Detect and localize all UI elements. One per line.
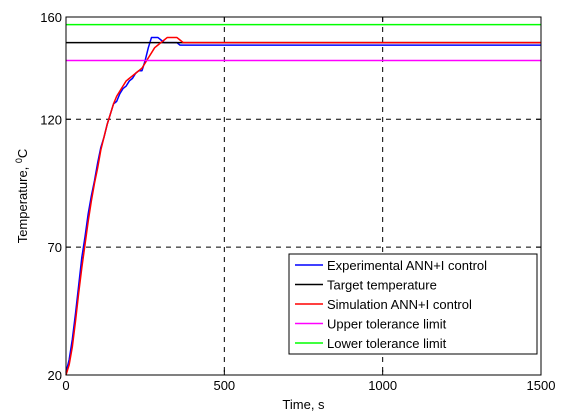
- plot-frame: [65, 16, 542, 376]
- x-axis-label: Time, s: [282, 397, 325, 411]
- y-axis-label-prefix: Temperature,: [15, 163, 30, 243]
- y-tick-label: 70: [48, 240, 62, 255]
- legend-label: Simulation ANN+I control: [327, 297, 472, 312]
- x-tick-label: 500: [213, 378, 235, 393]
- y-axis-label: Temperature, 0C: [14, 149, 30, 244]
- legend-label: Target temperature: [327, 278, 437, 293]
- legend-label: Experimental ANN+I control: [327, 258, 487, 273]
- legend-label: Upper tolerance limit: [327, 317, 447, 332]
- series-layer: [65, 23, 541, 376]
- x-tick-label: 1500: [527, 378, 556, 393]
- ticks: 0 500 1000 1500 20 70 120 160: [40, 10, 555, 393]
- series-line-3: [65, 36, 541, 376]
- legend-label: Lower tolerance limit: [327, 336, 447, 351]
- legend-box: [288, 253, 538, 355]
- y-tick-label: 160: [40, 10, 62, 25]
- y-tick-label: 20: [48, 368, 62, 383]
- x-tick-label: 1000: [368, 378, 397, 393]
- y-tick-label: 120: [40, 112, 62, 127]
- legend: Experimental ANN+I control Target tempera…: [288, 253, 538, 355]
- x-tick-label: 0: [62, 378, 69, 393]
- y-axis-label-suffix: C: [15, 149, 30, 158]
- y-axis-label-superscript: 0: [14, 158, 24, 163]
